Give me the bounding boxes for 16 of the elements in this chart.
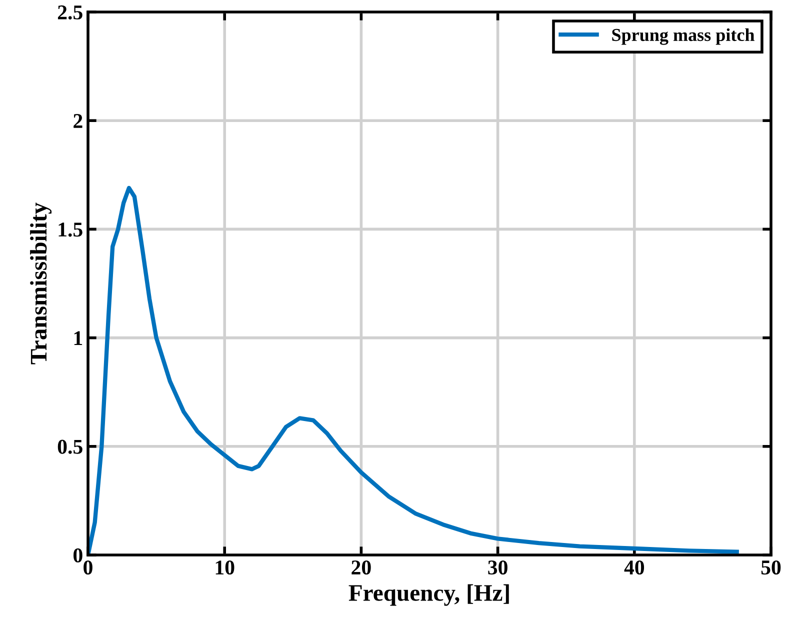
y-tick-label: 2 [74, 114, 82, 128]
y-tick-label: 2.5 [58, 5, 82, 20]
x-tick-label: 10 [216, 560, 234, 575]
legend-label: Sprung mass pitch [612, 28, 754, 45]
y-tick-label: 1.5 [58, 222, 82, 237]
x-tick-label: 40 [624, 560, 644, 575]
y-tick-label: 0.5 [58, 440, 82, 454]
y-tick-label: 0 [74, 548, 82, 562]
x-tick-label: 0 [84, 560, 92, 575]
x-tick-label: 30 [488, 560, 508, 575]
x-tick-label: 20 [352, 560, 371, 575]
x-axis-title: Frequency, [Hz] [348, 584, 509, 606]
line-series [88, 186, 739, 555]
y-tick-label: 1 [74, 331, 82, 346]
x-tick-label: 50 [761, 560, 781, 575]
y-axis-title: Transmissibility [30, 202, 52, 364]
